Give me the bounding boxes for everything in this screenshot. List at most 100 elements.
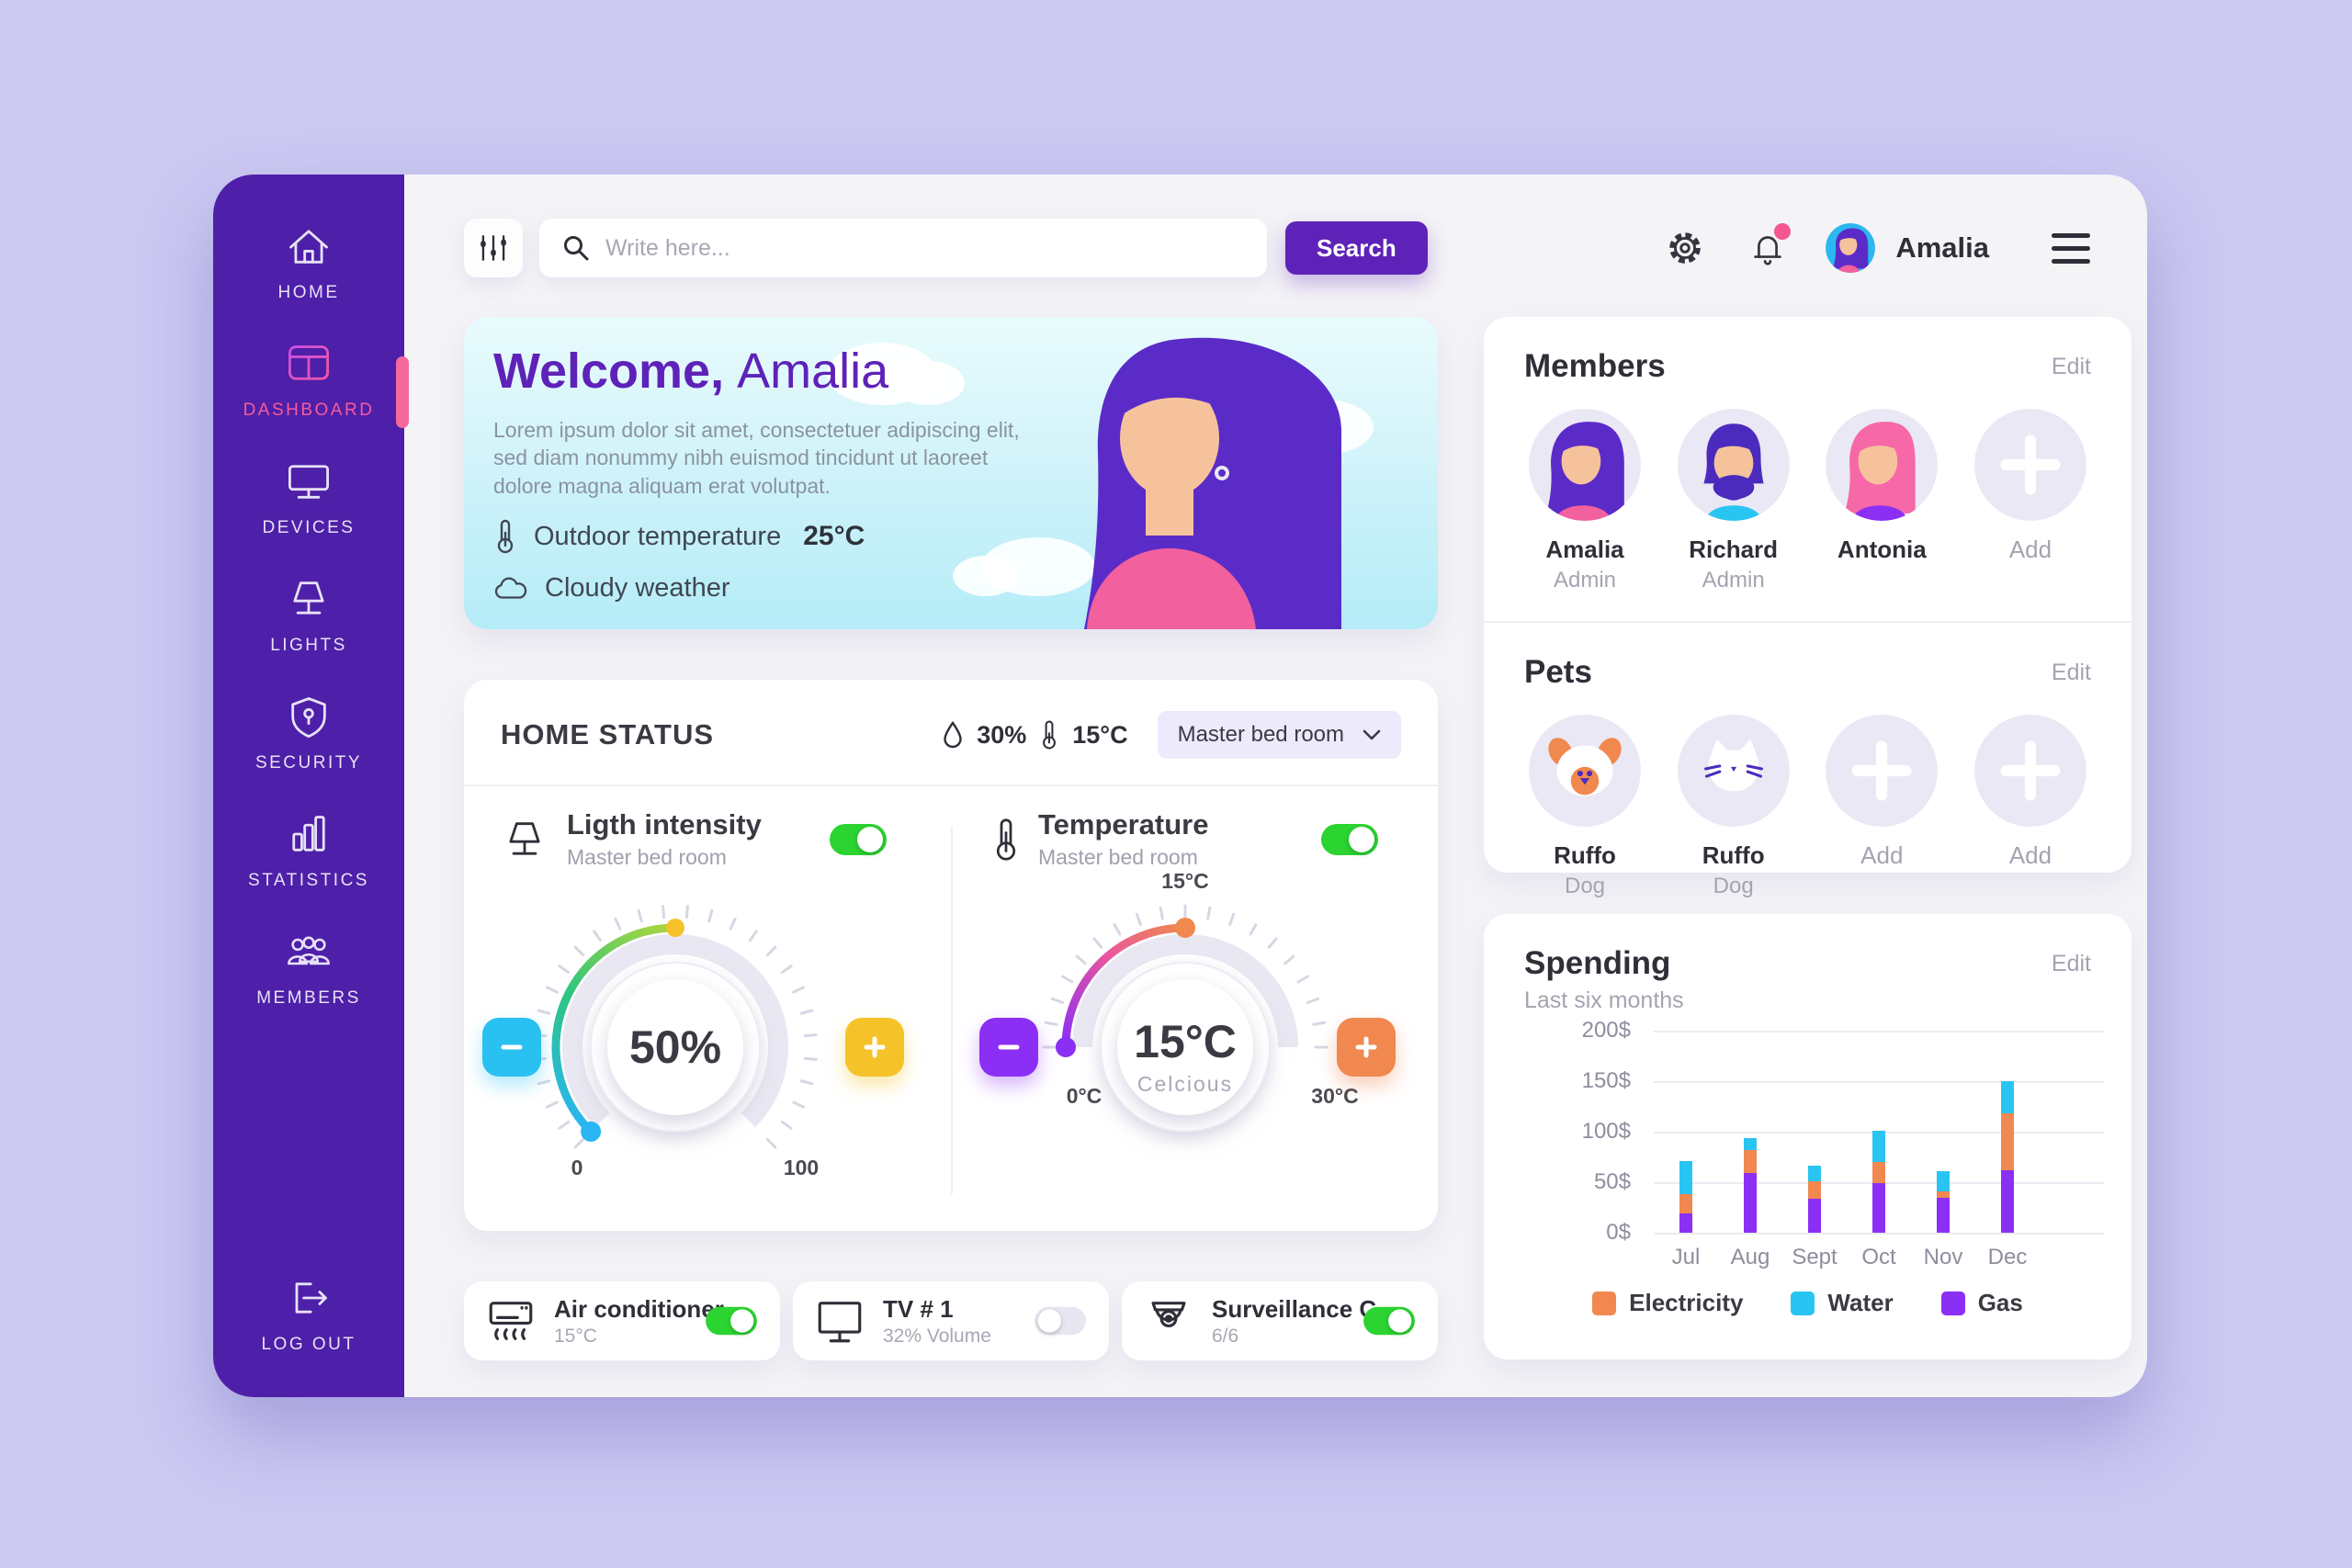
home-icon: [289, 230, 328, 264]
member-amalia: Amalia Admin: [1521, 409, 1649, 593]
temp-gauge-min: 0°C: [1066, 1084, 1102, 1108]
x-tick-label: Sept: [1792, 1245, 1838, 1269]
cloud-icon: [494, 577, 527, 599]
people-icon: [288, 936, 330, 965]
sidebar-item-dashboard[interactable]: DASHBOARD: [243, 340, 375, 421]
tv-icon: [818, 1302, 862, 1343]
x-tick-label: Jul: [1671, 1245, 1701, 1269]
temperature-title: Temperature: [1038, 808, 1209, 840]
light-increase-button[interactable]: [845, 1018, 904, 1077]
gauge-handle-value[interactable]: [1175, 918, 1195, 938]
search-button[interactable]: Search: [1285, 221, 1428, 275]
outdoor-temperature-row: Outdoor temperature 25°C: [493, 518, 1026, 555]
air-conditioner-toggle[interactable]: [706, 1306, 757, 1336]
search-box: [539, 219, 1267, 277]
sidebar-item-home[interactable]: HOME: [278, 222, 340, 303]
light-gauge-min: 0: [571, 1156, 583, 1179]
monitor-icon: [288, 465, 329, 499]
temperature-toggle[interactable]: [1321, 823, 1378, 855]
welcome-body: Lorem ipsum dolor sit amet, consectetuer…: [493, 418, 1020, 498]
bar-segment-electricity: [2001, 1113, 2014, 1170]
search-input[interactable]: [605, 234, 1245, 262]
members-edit-link[interactable]: Edit: [2051, 353, 2091, 379]
pets-edit-link[interactable]: Edit: [2051, 659, 2091, 685]
settings-button[interactable]: [1664, 227, 1706, 269]
pets-title: Pets: [1524, 654, 1592, 690]
member-role: Admin: [1702, 568, 1765, 592]
welcome-title: Welcome, Amalia: [493, 344, 889, 399]
sidebar: HOME DASHBOARD DEVICES LIGHTS: [213, 175, 404, 1397]
add-pet-button[interactable]: [1826, 715, 1939, 827]
member-avatar[interactable]: [1826, 409, 1939, 521]
spending-legend: Electricity Water Gas: [1484, 1289, 2132, 1317]
x-tick-label: Aug: [1730, 1245, 1770, 1269]
device-card-surveillance: Surveillance C. 6/6: [1122, 1281, 1438, 1360]
menu-button[interactable]: [2052, 232, 2090, 264]
member-name: Antonia: [1837, 536, 1927, 563]
members-title: Members: [1524, 348, 1666, 384]
sidebar-item-lights[interactable]: LIGHTS: [270, 575, 347, 656]
gauge-handle-min[interactable]: [581, 1121, 602, 1142]
device-name: Air conditioner: [554, 1294, 724, 1323]
topbar: Search: [464, 219, 2090, 277]
sidebar-item-statistics[interactable]: STATISTICS: [248, 810, 369, 891]
temp-gauge-top-label: 15°C: [1161, 869, 1209, 893]
active-nav-indicator: [396, 356, 409, 428]
welcome-illustration: [827, 337, 1374, 629]
device-status: 15°C: [554, 1325, 597, 1347]
sidebar-item-label: SECURITY: [254, 753, 363, 773]
light-intensity-toggle[interactable]: [830, 823, 887, 855]
bar-segment-water: [1872, 1130, 1885, 1163]
spending-y-labels: 200$ 150$ 100$ 50$ 0$: [1521, 1018, 1631, 1245]
sidebar-item-security[interactable]: SECURITY: [255, 693, 362, 773]
bar-segment-water: [1744, 1137, 1757, 1150]
member-add: Add: [1966, 409, 2095, 593]
home-status-card: HOME STATUS 30% 15°C Master bed room: [464, 680, 1438, 1231]
welcome-banner: Welcome, Amalia Lorem ipsum dolor sit ame…: [464, 317, 1438, 629]
add-member-button[interactable]: [1973, 409, 2086, 521]
spending-header: Spending Edit: [1484, 914, 2132, 982]
thermometer-icon: [497, 519, 514, 554]
sidebar-logout[interactable]: LOG OUT: [261, 1274, 356, 1355]
pet-avatar[interactable]: [1677, 715, 1790, 827]
add-pet-button[interactable]: [1973, 715, 2086, 827]
member-antonia: Antonia: [1817, 409, 1946, 593]
sidebar-item-devices[interactable]: DEVICES: [263, 457, 356, 538]
x-tick-label: Dec: [1987, 1245, 2028, 1269]
plus-icon: [1851, 740, 1912, 801]
members-row: Amalia Admin: [1484, 385, 2132, 593]
plus-icon: [2000, 740, 2061, 801]
bar-segment-water: [2001, 1081, 2014, 1114]
bar-segment-gas: [1872, 1183, 1885, 1233]
room-selector[interactable]: Master bed room: [1157, 711, 1401, 759]
legend-label: Water: [1827, 1289, 1894, 1316]
dashboard-icon: [288, 345, 329, 380]
surveillance-toggle[interactable]: [1363, 1306, 1415, 1336]
pet-avatar[interactable]: [1529, 715, 1641, 827]
member-avatar[interactable]: [1677, 409, 1790, 521]
bar-segment-electricity: [1808, 1180, 1821, 1199]
gauge-handle-value[interactable]: [666, 919, 684, 937]
sidebar-item-members[interactable]: MEMBERS: [256, 928, 361, 1009]
legend-label: Gas: [1977, 1289, 2023, 1316]
tv-toggle[interactable]: [1035, 1306, 1086, 1336]
filter-button[interactable]: [464, 219, 523, 277]
light-decrease-button[interactable]: [482, 1018, 541, 1077]
pet-add: Add: [1966, 715, 2095, 899]
user-avatar[interactable]: [1826, 223, 1876, 273]
temp-increase-button[interactable]: [1337, 1018, 1396, 1077]
sidebar-item-label: MEMBERS: [256, 988, 361, 1008]
bell-icon: [1754, 236, 1782, 265]
member-name: Add: [2008, 536, 2052, 563]
members-pets-card: Members Edit: [1484, 317, 2132, 898]
spending-edit-link[interactable]: Edit: [2051, 950, 2091, 976]
gridline: [1654, 1233, 2104, 1235]
notifications-button[interactable]: [1747, 223, 1792, 269]
gauge-handle-min[interactable]: [1056, 1037, 1076, 1057]
x-tick-label: Oct: [1861, 1245, 1896, 1269]
temperature-header: Temperature Master bed room: [992, 808, 1378, 870]
temp-decrease-button[interactable]: [979, 1018, 1038, 1077]
member-avatar[interactable]: [1529, 409, 1641, 521]
member-name: Richard: [1689, 536, 1779, 563]
bar-jul: [1654, 1031, 1718, 1233]
